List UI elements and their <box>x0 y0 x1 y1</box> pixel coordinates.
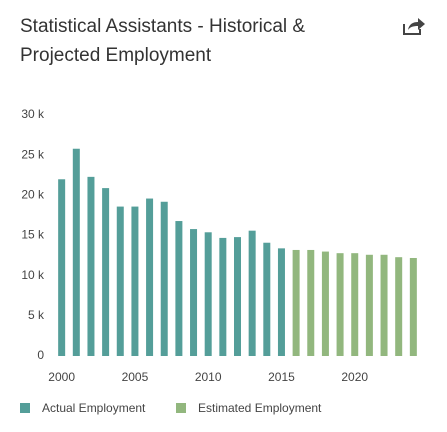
bar <box>336 253 344 356</box>
bar <box>58 179 66 356</box>
bar <box>72 148 80 356</box>
x-tick-label: 2010 <box>195 370 222 384</box>
legend-label: Estimated Employment <box>198 401 322 415</box>
y-tick-label: 0 <box>37 348 44 362</box>
bar <box>190 229 198 356</box>
x-tick-label: 2000 <box>48 370 75 384</box>
x-tick-label: 2005 <box>122 370 149 384</box>
y-tick-label: 5 k <box>28 308 45 322</box>
legend-swatch <box>176 403 186 413</box>
bar <box>351 253 359 356</box>
bar <box>160 201 168 356</box>
share-icon[interactable] <box>402 16 426 36</box>
x-tick-label: 2015 <box>268 370 295 384</box>
legend-label: Actual Employment <box>42 401 146 415</box>
chart-title: Statistical Assistants - Historical & Pr… <box>20 16 306 66</box>
y-tick-label: 30 k <box>21 107 45 121</box>
bar <box>409 257 417 356</box>
bar <box>277 248 285 356</box>
bar <box>87 176 95 356</box>
bar <box>307 249 315 356</box>
y-tick-label: 10 k <box>21 268 45 282</box>
bar <box>380 254 388 356</box>
bar <box>116 206 124 356</box>
bar <box>292 249 300 356</box>
bar <box>204 232 212 356</box>
bar <box>365 254 373 356</box>
bar <box>175 221 183 356</box>
bar <box>395 257 403 356</box>
y-tick-label: 20 k <box>21 188 45 202</box>
bar <box>321 251 329 356</box>
legend-swatch <box>20 403 30 413</box>
bar <box>219 237 227 356</box>
y-tick-label: 25 k <box>21 147 45 161</box>
bar <box>102 188 110 356</box>
bar <box>146 198 154 356</box>
y-tick-label: 15 k <box>21 228 45 242</box>
x-tick-label: 2020 <box>341 370 368 384</box>
bar <box>131 206 139 356</box>
bar <box>248 230 256 356</box>
bar <box>263 242 271 356</box>
bar <box>234 237 241 356</box>
